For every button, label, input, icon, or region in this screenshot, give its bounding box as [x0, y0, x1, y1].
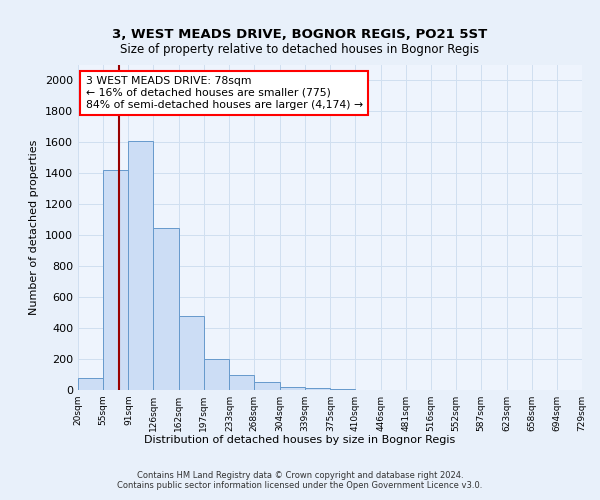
Text: Distribution of detached houses by size in Bognor Regis: Distribution of detached houses by size … [145, 435, 455, 445]
Bar [103, 170, 128, 390]
Bar [305, 388, 331, 390]
Bar [128, 141, 154, 390]
Text: Contains HM Land Registry data © Crown copyright and database right 2024.: Contains HM Land Registry data © Crown c… [137, 470, 463, 480]
Bar [331, 389, 355, 390]
Text: 3 WEST MEADS DRIVE: 78sqm
← 16% of detached houses are smaller (775)
84% of semi: 3 WEST MEADS DRIVE: 78sqm ← 16% of detac… [86, 76, 362, 110]
Bar [179, 316, 204, 390]
Bar [254, 382, 280, 390]
Text: Size of property relative to detached houses in Bognor Regis: Size of property relative to detached ho… [121, 42, 479, 56]
Text: 3, WEST MEADS DRIVE, BOGNOR REGIS, PO21 5ST: 3, WEST MEADS DRIVE, BOGNOR REGIS, PO21 … [112, 28, 488, 40]
Bar [78, 378, 103, 390]
Bar [204, 359, 229, 390]
Y-axis label: Number of detached properties: Number of detached properties [29, 140, 40, 315]
Bar [229, 374, 254, 390]
Bar [280, 387, 305, 390]
Text: Contains public sector information licensed under the Open Government Licence v3: Contains public sector information licen… [118, 480, 482, 490]
Bar [154, 228, 179, 390]
